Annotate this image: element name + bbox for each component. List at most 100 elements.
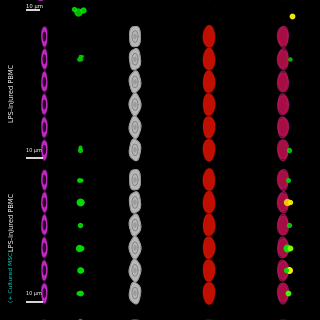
Text: LPS-injured PBMC: LPS-injured PBMC (9, 193, 15, 251)
Polygon shape (42, 140, 47, 161)
Polygon shape (278, 50, 288, 68)
Polygon shape (204, 283, 214, 304)
Polygon shape (278, 261, 288, 279)
Polygon shape (134, 35, 136, 39)
Polygon shape (203, 168, 215, 191)
Point (288, 245, 293, 250)
Polygon shape (43, 198, 45, 207)
Polygon shape (277, 49, 288, 70)
Polygon shape (204, 192, 214, 212)
Polygon shape (134, 102, 136, 107)
Point (78, 268, 83, 273)
Polygon shape (129, 93, 141, 116)
Polygon shape (204, 48, 214, 69)
Polygon shape (132, 53, 138, 65)
Polygon shape (203, 191, 215, 214)
Point (286, 268, 292, 273)
Polygon shape (204, 214, 215, 235)
Point (77, 268, 83, 273)
Point (288, 57, 293, 62)
Polygon shape (43, 146, 45, 154)
Polygon shape (204, 140, 214, 161)
Polygon shape (204, 237, 215, 258)
Polygon shape (42, 73, 47, 90)
Point (78, 144, 83, 149)
Polygon shape (134, 291, 136, 295)
Polygon shape (278, 284, 288, 302)
Polygon shape (134, 80, 136, 84)
Polygon shape (129, 237, 141, 259)
Polygon shape (277, 26, 288, 47)
Polygon shape (42, 261, 47, 280)
Polygon shape (42, 50, 47, 68)
Point (79, 268, 84, 273)
Polygon shape (277, 214, 289, 235)
Polygon shape (203, 138, 215, 161)
Polygon shape (132, 265, 138, 276)
Polygon shape (134, 148, 136, 152)
Polygon shape (38, 0, 44, 1)
Polygon shape (277, 140, 289, 161)
Point (286, 147, 292, 152)
Polygon shape (130, 49, 140, 70)
Polygon shape (277, 170, 288, 191)
Polygon shape (129, 116, 141, 138)
Polygon shape (42, 170, 47, 191)
Polygon shape (42, 95, 47, 113)
Polygon shape (132, 197, 138, 208)
Point (286, 222, 292, 228)
Polygon shape (42, 283, 47, 304)
Polygon shape (134, 178, 136, 182)
Polygon shape (278, 28, 288, 45)
Point (288, 200, 293, 205)
Point (284, 268, 289, 273)
Polygon shape (43, 221, 45, 229)
Polygon shape (42, 28, 47, 46)
Point (286, 291, 291, 296)
Polygon shape (203, 259, 215, 282)
Polygon shape (134, 125, 136, 129)
Polygon shape (278, 237, 289, 258)
Polygon shape (204, 71, 215, 92)
Polygon shape (278, 94, 289, 115)
Polygon shape (203, 236, 215, 259)
Polygon shape (129, 282, 140, 304)
Polygon shape (203, 169, 214, 190)
Point (79, 57, 84, 62)
Polygon shape (203, 48, 215, 71)
Polygon shape (203, 116, 215, 139)
Polygon shape (42, 192, 47, 213)
Polygon shape (42, 117, 47, 138)
Polygon shape (42, 27, 47, 48)
Polygon shape (43, 244, 45, 252)
Polygon shape (43, 100, 45, 109)
Point (77, 54, 82, 59)
Polygon shape (130, 27, 140, 46)
Text: 10 μm: 10 μm (26, 148, 42, 153)
Point (78, 245, 84, 250)
Polygon shape (132, 76, 138, 88)
Point (71, 6, 76, 12)
Polygon shape (203, 93, 215, 116)
Polygon shape (129, 139, 140, 161)
Polygon shape (203, 282, 215, 305)
Polygon shape (134, 268, 136, 272)
Point (78, 291, 84, 296)
Polygon shape (43, 32, 45, 41)
Polygon shape (203, 70, 215, 93)
Point (78, 177, 84, 182)
Point (76, 291, 81, 296)
Point (77, 319, 82, 320)
Point (81, 8, 86, 13)
Polygon shape (203, 25, 215, 48)
Polygon shape (277, 283, 289, 304)
Polygon shape (132, 174, 138, 186)
Polygon shape (43, 55, 45, 63)
Polygon shape (204, 94, 215, 115)
Polygon shape (132, 31, 138, 42)
Polygon shape (43, 78, 45, 86)
Polygon shape (42, 216, 47, 234)
Polygon shape (132, 287, 138, 299)
Text: LPS-injured PBMC: LPS-injured PBMC (9, 64, 15, 122)
Point (78, 222, 83, 228)
